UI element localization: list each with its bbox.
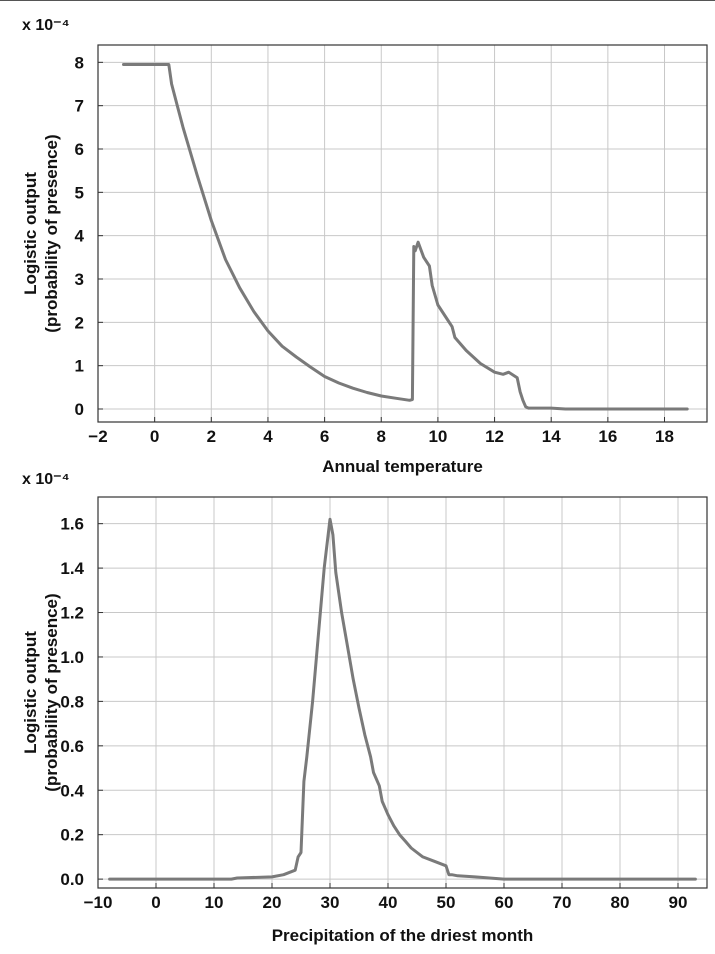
y-axis-label-line2: (probability of presence) [42,593,61,791]
series-line [122,63,689,411]
y-tick-label: 1.2 [60,604,84,623]
axis-multiplier-label: x 10⁻⁴ [22,471,70,488]
x-tick-label: 2 [207,427,216,446]
x-tick-label: 18 [655,427,674,446]
x-tick-label: 50 [437,893,456,912]
top-rule [0,0,715,1]
x-tick-label: 90 [669,893,688,912]
x-tick-label: 10 [428,427,447,446]
y-tick-label: 0.0 [60,870,84,889]
x-tick-label: −10 [84,893,113,912]
chart-panel-2: −10 0 10 20 30 40 50 60 70 80 90 0.0 0.2 0.4 0.6 0.8 1.0… [21,471,708,945]
x-tick-label: 60 [495,893,514,912]
y-tick-label: 1 [75,357,84,376]
y-tick-label: 1.6 [60,515,84,534]
x-tick-label: 40 [379,893,398,912]
y-tick-label: 7 [75,97,84,116]
x-axis-label: Precipitation of the driest month [272,926,534,945]
x-tick-label: 70 [553,893,572,912]
x-tick-label: 6 [320,427,329,446]
axis-multiplier-label: x 10⁻⁴ [22,17,70,34]
y-tick-label: 5 [75,183,84,202]
x-tick-label: −2 [88,427,107,446]
x-tick-label: 8 [377,427,386,446]
y-tick-label: 3 [75,270,84,289]
series-line [108,517,697,881]
y-axis-label-line1: Logistic output [21,631,40,754]
plot-frame [97,44,708,423]
y-axis-label-line1: Logistic output [21,172,40,295]
y-tick-label: 0 [75,400,84,419]
y-axis-label-line2: (probability of presence) [42,134,61,332]
y-tick-label: 8 [75,53,84,72]
y-tick-label: 2 [75,313,84,332]
y-tick-label: 0.4 [60,781,84,800]
y-tick-label: 6 [75,140,84,159]
x-tick-label: 0 [151,893,160,912]
y-tick-label: 4 [75,227,85,246]
x-tick-label: 0 [150,427,159,446]
x-tick-label: 10 [205,893,224,912]
x-tick-label: 4 [263,427,273,446]
x-tick-label: 30 [321,893,340,912]
x-tick-label: 16 [598,427,617,446]
y-tick-label: 1.4 [60,559,84,578]
x-tick-label: 20 [263,893,282,912]
y-tick-label: 1.0 [60,648,84,667]
y-tick-label: 0.8 [60,692,84,711]
x-tick-label: 80 [611,893,630,912]
x-tick-label: 14 [542,427,561,446]
x-tick-label: 12 [485,427,504,446]
plot-frame [97,496,708,889]
y-tick-label: 0.2 [60,826,84,845]
y-tick-label: 0.6 [60,737,84,756]
x-axis-label: Annual temperature [322,457,483,476]
